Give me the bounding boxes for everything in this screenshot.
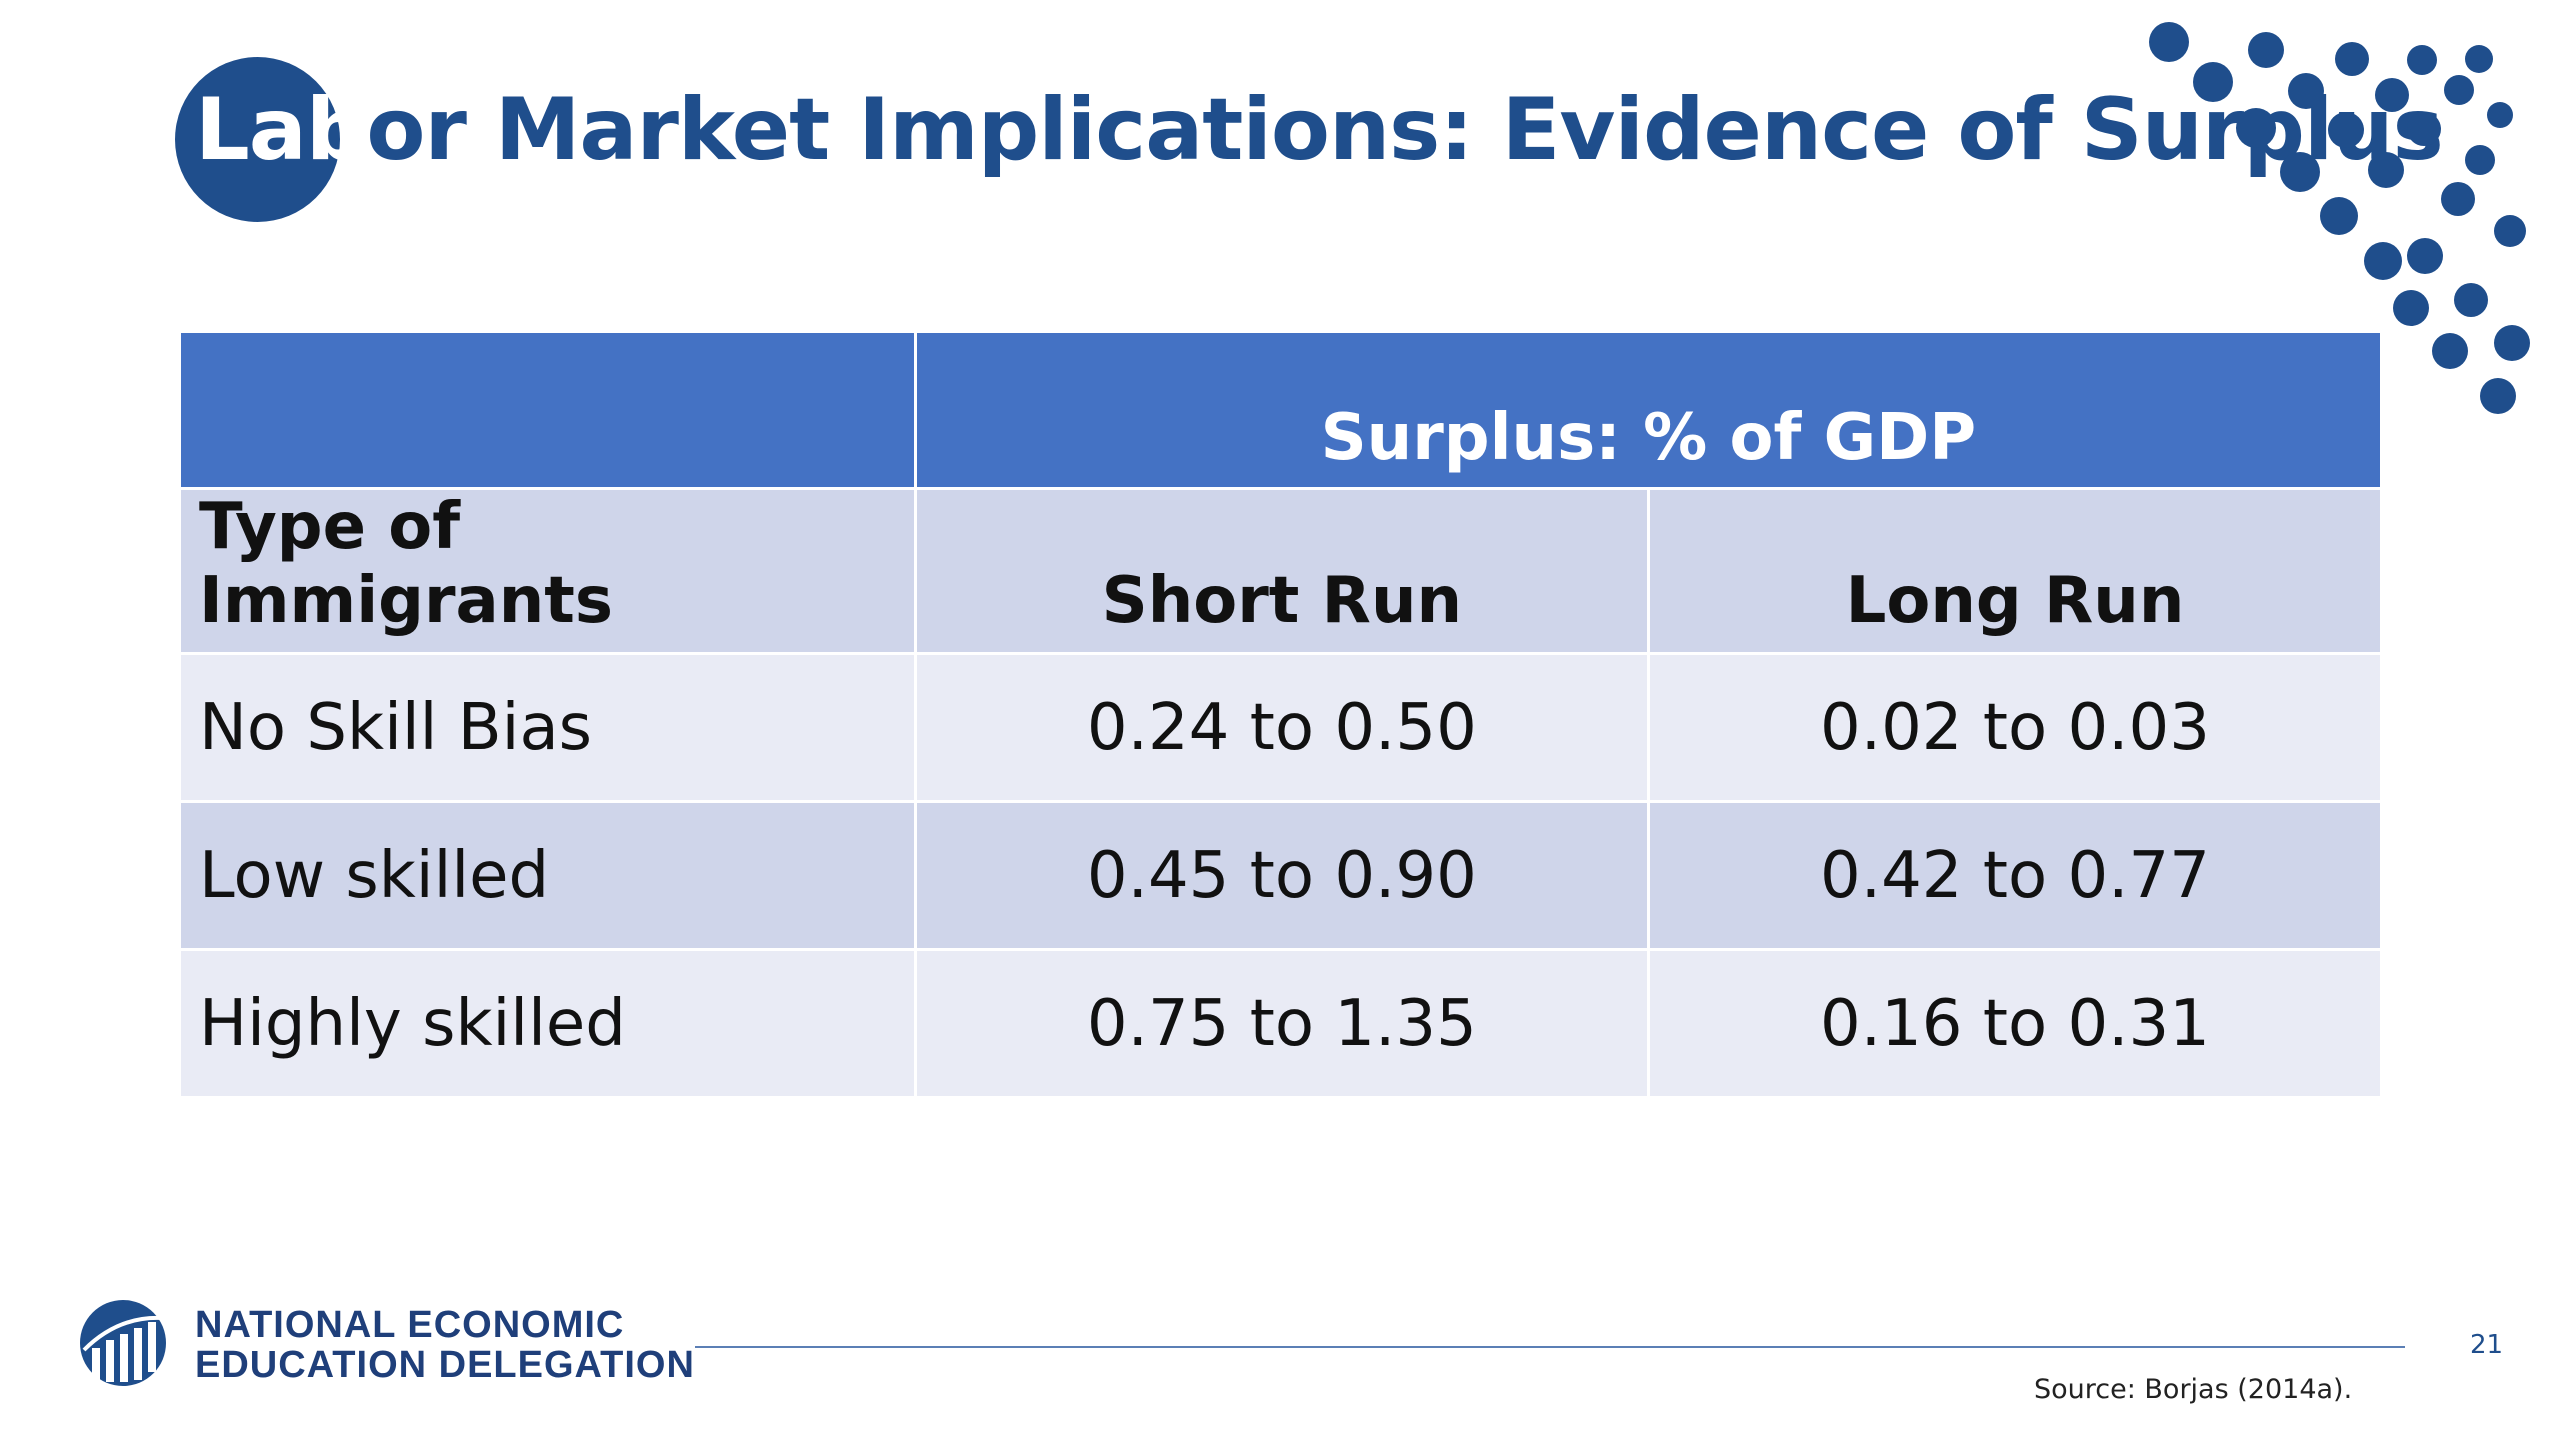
title-highlight: Lab bbox=[195, 80, 367, 180]
title-accent-circle bbox=[175, 57, 340, 222]
header-long-run: Long Run bbox=[1649, 490, 2380, 652]
decorative-dot bbox=[2375, 78, 2410, 112]
need-logo-icon bbox=[80, 1300, 166, 1386]
source-note: Source: Borjas (2014a). bbox=[2034, 1374, 2353, 1405]
header-type-of-immigrants: Type of Immigrants bbox=[181, 490, 914, 652]
decorative-dot bbox=[2334, 42, 2369, 76]
page-number: 21 bbox=[2470, 1330, 2504, 1360]
decorative-dot bbox=[2320, 197, 2359, 235]
decorative-dot bbox=[2453, 283, 2488, 317]
decorative-dot bbox=[2288, 73, 2325, 109]
decorative-dot bbox=[2327, 112, 2364, 148]
decorative-dot bbox=[2465, 45, 2494, 73]
table-cell: 0.42 to 0.77 bbox=[1649, 803, 2380, 948]
decorative-dot bbox=[2363, 242, 2402, 280]
table-corner-cell bbox=[181, 333, 914, 487]
decorative-dot bbox=[2368, 152, 2405, 188]
decorative-dot bbox=[2465, 145, 2496, 175]
surplus-table: Surplus: % of GDP Type of Immigrants Sho… bbox=[178, 330, 2383, 1099]
decorative-dot bbox=[2494, 325, 2531, 361]
org-line-1: NATIONAL ECONOMIC bbox=[195, 1304, 625, 1346]
header-short-run: Short Run bbox=[916, 490, 1647, 652]
table-cell: 0.75 to 1.35 bbox=[916, 951, 1647, 1096]
decorative-dot bbox=[2247, 32, 2284, 68]
title-rest: or Market Implications: Evidence of Surp… bbox=[366, 80, 2443, 180]
decorative-dot bbox=[2440, 182, 2475, 216]
decorative-dot bbox=[2407, 45, 2438, 75]
decorative-dot bbox=[2407, 112, 2442, 146]
table-cell: No Skill Bias bbox=[181, 655, 914, 800]
table-cell: 0.02 to 0.03 bbox=[1649, 655, 2380, 800]
group-header-cell: Surplus: % of GDP bbox=[916, 333, 2380, 487]
org-name: NATIONAL ECONOMIC EDUCATION DELEGATION bbox=[195, 1305, 695, 1385]
decorative-dot bbox=[2192, 62, 2233, 102]
decorative-dot bbox=[2431, 333, 2468, 369]
decorative-dot bbox=[2236, 108, 2277, 148]
table-cell: 0.16 to 0.31 bbox=[1649, 951, 2380, 1096]
table-cell: 0.45 to 0.90 bbox=[916, 803, 1647, 948]
slide-title: Labor Market Implications: Evidence of S… bbox=[195, 80, 2444, 180]
table-row: Low skilled 0.45 to 0.90 0.42 to 0.77 bbox=[181, 803, 2380, 948]
dot-pattern-icon bbox=[2110, 0, 2560, 420]
decorative-dot bbox=[2392, 290, 2429, 326]
table-cell: Highly skilled bbox=[181, 951, 914, 1096]
decorative-dot bbox=[2279, 152, 2320, 192]
table-group-header-row: Surplus: % of GDP bbox=[181, 333, 2380, 487]
table-row: Highly skilled 0.75 to 1.35 0.16 to 0.31 bbox=[181, 951, 2380, 1096]
decorative-dot bbox=[2407, 238, 2444, 274]
decorative-dot bbox=[2443, 75, 2474, 105]
decorative-dot bbox=[2149, 22, 2190, 62]
footer-divider bbox=[695, 1346, 2405, 1348]
decorative-dot bbox=[2494, 215, 2527, 247]
table-header-row: Type of Immigrants Short Run Long Run bbox=[181, 490, 2380, 652]
table-cell: Low skilled bbox=[181, 803, 914, 948]
decorative-dot bbox=[2479, 378, 2516, 414]
org-line-2: EDUCATION DELEGATION bbox=[195, 1344, 695, 1386]
table-cell: 0.24 to 0.50 bbox=[916, 655, 1647, 800]
table-row: No Skill Bias 0.24 to 0.50 0.02 to 0.03 bbox=[181, 655, 2380, 800]
decorative-dot bbox=[2487, 102, 2513, 128]
